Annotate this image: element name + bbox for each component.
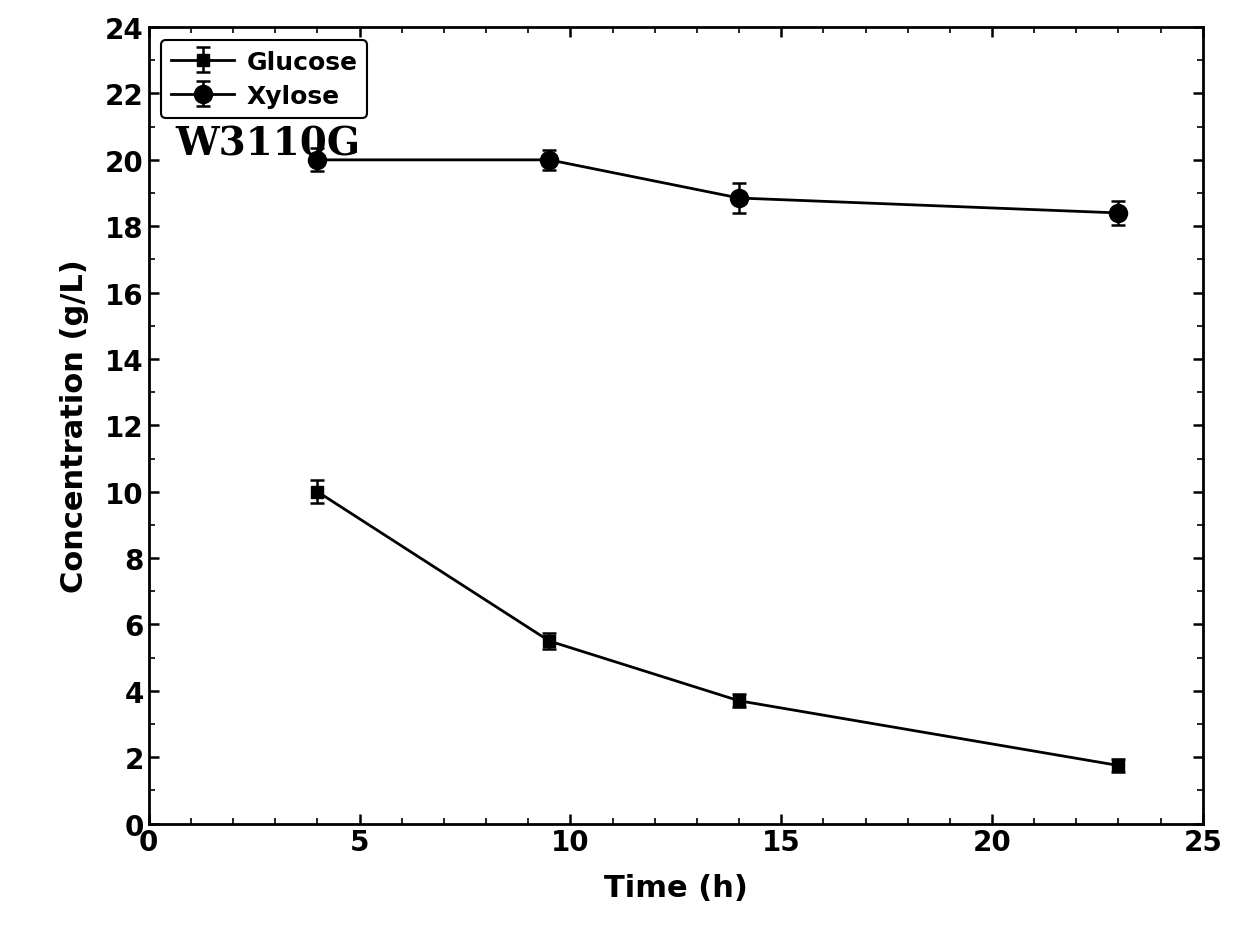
Text: W3110G: W3110G — [175, 125, 360, 163]
Legend: Glucose, Xylose: Glucose, Xylose — [161, 40, 367, 119]
Y-axis label: Concentration (g/L): Concentration (g/L) — [60, 259, 88, 592]
X-axis label: Time (h): Time (h) — [604, 873, 748, 902]
